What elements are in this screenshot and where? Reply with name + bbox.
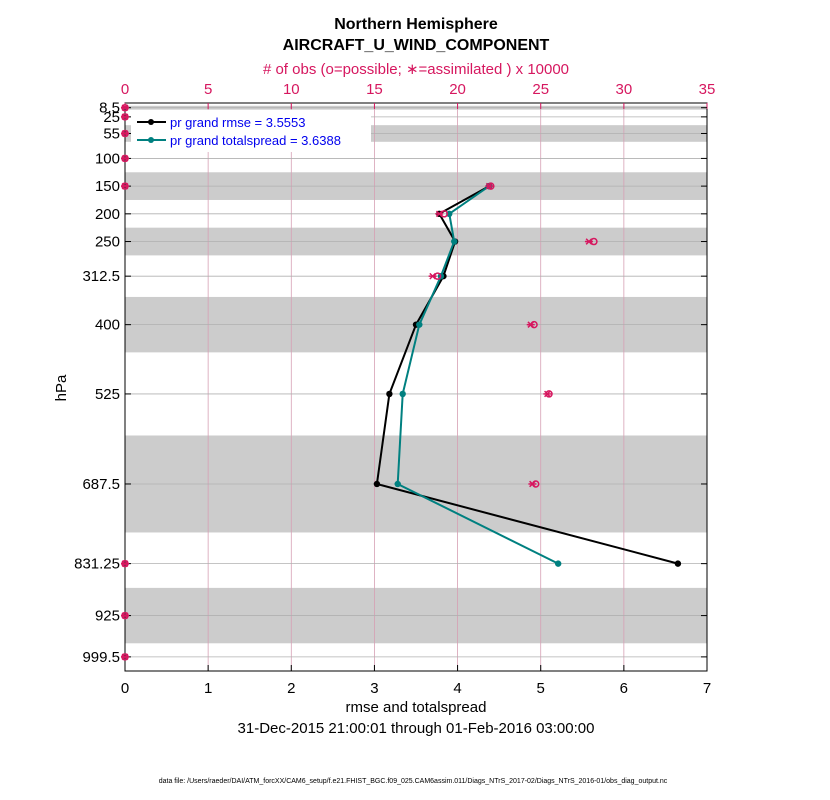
obs-assimilated-marker-6 (485, 182, 494, 190)
obs-assimilated-marker-12 (121, 560, 129, 567)
x-tick-label-3: 3 (370, 680, 378, 697)
top-tick-label-7: 35 (699, 81, 716, 98)
legend: pr grand rmse = 3.5553 pr grand totalspr… (131, 110, 371, 152)
obs-assimilated-stroke-d2-12 (121, 560, 129, 567)
obs-assimilated-stroke-d2-3 (121, 155, 129, 162)
obs-assimilated-stroke-d2-0 (121, 104, 129, 112)
series-point-1-5 (399, 390, 406, 398)
y-tick-label-13: 999.5 (82, 649, 120, 666)
y-tick-label-2: 55 (103, 125, 120, 142)
x-tick-label-4: 4 (453, 680, 461, 697)
top-tick-label-5: 25 (532, 81, 549, 98)
series-point-1-2 (451, 238, 458, 245)
y-tick-label-4: 150 (95, 178, 120, 195)
y-tick-label-1: 25 (103, 109, 120, 126)
obs-assimilated-marker-1 (121, 113, 129, 121)
y-tick-label-5: 200 (95, 206, 120, 223)
series-point-1-4 (416, 321, 423, 328)
top-axis-label: # of obs (o=possible; ∗=assimilated ) x … (263, 61, 569, 78)
obs-assimilated-marker-4 (121, 182, 129, 190)
series-point-1-6 (394, 480, 401, 488)
x-tick-label-0: 0 (121, 680, 129, 697)
y-tick-label-8: 400 (95, 317, 120, 334)
chart-subtitle: AIRCRAFT_U_WIND_COMPONENT (283, 37, 550, 54)
obs-assimilated-marker-11 (528, 480, 537, 488)
top-tick-label-1: 5 (204, 81, 212, 98)
obs-assimilated-stroke-d2-14 (121, 653, 129, 661)
y-axis-label: hPa (53, 374, 70, 401)
date-range: 31-Dec-2015 21:00:01 through 01-Feb-2016… (238, 720, 595, 737)
x-tick-label-2: 2 (287, 680, 295, 697)
legend-spread-text: pr grand totalspread = 3.6388 (170, 133, 341, 148)
y-tick-label-3: 100 (95, 150, 120, 167)
y-tick-label-10: 687.5 (82, 476, 120, 493)
legend-box (131, 110, 371, 152)
y-tick-label-7: 312.5 (82, 268, 120, 285)
series-point-0-7 (674, 560, 682, 567)
x-tick-label-5: 5 (537, 680, 545, 697)
chart-title: Northern Hemisphere (334, 16, 498, 33)
plot-frame (124, 102, 708, 672)
obs-assimilated-marker-5 (435, 210, 444, 218)
y-tick-label-11: 831.25 (74, 556, 120, 573)
series-point-0-6 (373, 480, 381, 488)
x-tick-label-7: 7 (703, 680, 711, 697)
obs-assimilated-marker-7 (584, 238, 593, 245)
top-tick-label-0: 0 (121, 81, 129, 98)
y-tick-label-6: 250 (95, 234, 120, 251)
top-tick-label-3: 15 (366, 81, 383, 98)
obs-assimilated-marker-2 (121, 130, 129, 137)
series-point-0-5 (386, 390, 393, 398)
y-tick-label-12: 925 (95, 608, 120, 625)
y-tick-label-9: 525 (95, 386, 120, 403)
axes: 0 5 10 15 20 25 30 358.52555100150200250312.540… (74, 81, 715, 697)
footer-data-file: data file: /Users/raeder/DAI/ATM_forcXX/… (159, 778, 668, 785)
obs-assimilated-stroke-d2-2 (121, 130, 129, 137)
obs-assimilated-stroke-d2-8 (429, 272, 436, 280)
obs-assimilated-marker-14 (121, 653, 129, 661)
top-tick-label-6: 30 (616, 81, 633, 98)
series-line-pr-grand-totalspread (396, 185, 559, 565)
obs-assimilated-marker-8 (428, 272, 437, 280)
obs-assimilated-stroke-d2-4 (121, 182, 129, 190)
x-tick-label-6: 6 (620, 680, 628, 697)
legend-rmse-text: pr grand rmse = 3.5553 (170, 115, 306, 130)
series-point-1-7 (554, 560, 562, 567)
top-tick-label-2: 10 (283, 81, 300, 98)
legend-rmse-marker (148, 119, 154, 125)
legend-spread-marker (148, 137, 154, 143)
y-tick-label-0: 8.5 (99, 100, 120, 117)
obs-assimilated-stroke-d2-13 (121, 612, 129, 619)
obs-assimilated-marker-10 (543, 390, 552, 398)
obs-assimilated-stroke-d2-10 (544, 390, 551, 398)
top-tick-label-4: 20 (449, 81, 466, 98)
obs-assimilated-stroke-d2-1 (121, 113, 129, 121)
obs-assimilated-stroke-d2-6 (485, 182, 493, 190)
obs-assimilated-marker-9 (526, 321, 535, 328)
obs-assimilated-stroke-d2-9 (527, 321, 535, 328)
obs-assimilated-marker-3 (121, 155, 129, 162)
obs-assimilated-stroke-d2-7 (585, 238, 593, 245)
obs-assimilated-stroke-d2-5 (435, 210, 443, 218)
obs-assimilated-marker-13 (121, 612, 129, 619)
obs-count-markers (121, 103, 598, 661)
x-axis-label: rmse and totalspread (346, 699, 487, 716)
obs-assimilated-marker-0 (121, 104, 129, 112)
obs-assimilated-stroke-d2-11 (529, 480, 536, 488)
x-tick-label-1: 1 (204, 680, 212, 697)
